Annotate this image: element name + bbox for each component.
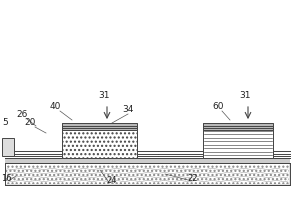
Bar xyxy=(203,130,273,158)
Text: 40: 40 xyxy=(49,102,61,111)
Text: 20: 20 xyxy=(24,118,36,127)
Polygon shape xyxy=(5,126,158,154)
Polygon shape xyxy=(158,126,290,154)
Bar xyxy=(62,130,137,158)
Polygon shape xyxy=(5,123,158,151)
Text: 24: 24 xyxy=(107,176,117,185)
Text: 60: 60 xyxy=(212,102,224,111)
Bar xyxy=(62,130,137,158)
Text: 31: 31 xyxy=(98,91,110,100)
Bar xyxy=(6,164,289,184)
Text: 34: 34 xyxy=(122,105,134,114)
Text: 5: 5 xyxy=(2,118,8,127)
Text: 31: 31 xyxy=(239,91,251,100)
Bar xyxy=(2,138,14,156)
Bar xyxy=(5,158,290,163)
Bar xyxy=(5,163,290,185)
Text: 22: 22 xyxy=(188,174,198,183)
Polygon shape xyxy=(158,128,290,156)
Text: 26: 26 xyxy=(16,110,28,119)
Polygon shape xyxy=(5,128,158,156)
Bar xyxy=(203,130,273,158)
Polygon shape xyxy=(158,123,290,151)
Text: 16: 16 xyxy=(1,174,11,183)
